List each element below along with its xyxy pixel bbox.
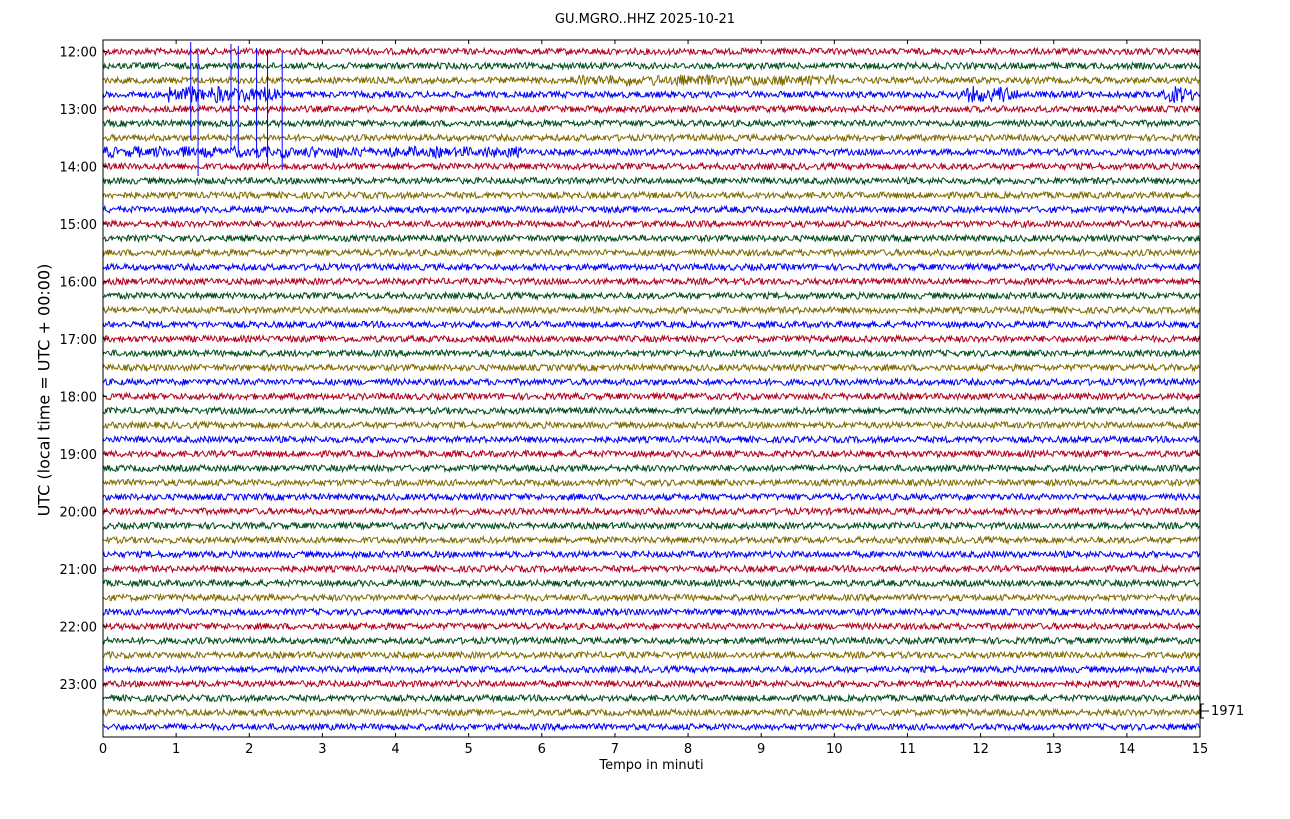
trace-2115 [102, 578, 1201, 589]
y-tick-label: 15:00 [60, 218, 97, 233]
trace-1800 [102, 391, 1201, 402]
trace-1230 [102, 73, 1201, 88]
y-tick-label: 17:00 [60, 333, 97, 348]
trace-1730 [102, 362, 1201, 373]
y-tick-label: 14:00 [60, 160, 97, 175]
x-tick-label: 7 [611, 742, 619, 757]
y-tick-label: 23:00 [60, 678, 97, 693]
trace-2100 [102, 563, 1201, 574]
scale-bar [1200, 703, 1209, 719]
trace-1715 [102, 348, 1201, 359]
y-tick-label: 21:00 [60, 563, 97, 578]
x-tick-label: 15 [1192, 742, 1209, 757]
y-axis-label: UTC (local time = UTC + 00:00) [34, 263, 54, 517]
trace-1545 [102, 261, 1201, 273]
trace-2215 [102, 635, 1201, 646]
y-tick-label: 12:00 [60, 46, 97, 61]
trace-1345 [102, 144, 1201, 160]
trace-1900 [102, 448, 1201, 459]
x-tick-label: 14 [1119, 742, 1136, 757]
trace-1745 [102, 376, 1201, 388]
y-tick-label: 18:00 [60, 390, 97, 405]
trace-2300 [102, 678, 1201, 689]
x-tick-label: 9 [757, 742, 765, 757]
x-axis-label: Tempo in minuti [599, 758, 704, 773]
x-tick-label: 4 [391, 742, 399, 757]
trace-1530 [102, 247, 1201, 258]
trace-1300 [102, 104, 1201, 115]
y-tick-label: 19:00 [60, 448, 97, 463]
chart-title: GU.MGRO..HHZ 2025-10-21 [554, 12, 736, 27]
trace-1500 [102, 219, 1201, 229]
y-tick-label: 16:00 [60, 275, 97, 290]
y-tick-label: 20:00 [60, 505, 97, 520]
trace-2200 [102, 621, 1201, 632]
trace-1930 [102, 477, 1201, 488]
trace-1330 [102, 132, 1201, 143]
x-tick-label: 3 [318, 742, 326, 757]
trace-1215 [102, 60, 1201, 71]
trace-1915 [102, 463, 1201, 474]
x-tick-label: 8 [684, 742, 692, 757]
x-tick-label: 6 [538, 742, 546, 757]
trace-1515 [102, 233, 1201, 244]
trace-1430 [102, 190, 1201, 201]
trace-2145 [102, 606, 1201, 617]
trace-1415 [102, 175, 1201, 186]
trace-1245 [102, 85, 1201, 104]
trace-1200 [102, 46, 1201, 57]
trace-1615 [102, 290, 1201, 301]
trace-1600 [102, 276, 1201, 287]
trace-1315 [102, 118, 1201, 129]
x-tick-label: 2 [245, 742, 253, 757]
x-tick-label: 0 [99, 742, 107, 757]
trace-1645 [102, 319, 1201, 330]
trace-2130 [102, 592, 1201, 603]
y-tick-label: 13:00 [60, 103, 97, 118]
x-tick-label: 11 [899, 742, 916, 757]
trace-1700 [102, 333, 1201, 344]
trace-2345 [102, 722, 1201, 732]
trace-2315 [102, 693, 1201, 704]
trace-1845 [102, 434, 1201, 445]
trace-1630 [102, 305, 1201, 316]
trace-2230 [102, 650, 1201, 661]
x-tick-label: 12 [972, 742, 989, 757]
trace-2030 [102, 535, 1201, 546]
trace-2245 [102, 664, 1201, 675]
trace-1400 [102, 161, 1201, 172]
x-tick-label: 13 [1045, 742, 1062, 757]
trace-1945 [102, 491, 1201, 502]
y-tick-label: 22:00 [60, 620, 97, 635]
trace-1445 [102, 204, 1201, 215]
scale-label: 1971 [1211, 704, 1245, 719]
x-tick-label: 1 [172, 742, 180, 757]
trace-2000 [102, 506, 1201, 517]
trace-2045 [102, 549, 1201, 560]
trace-2330 [102, 707, 1201, 718]
x-tick-label: 10 [826, 742, 843, 757]
x-tick-label: 5 [465, 742, 473, 757]
trace-2015 [102, 520, 1201, 531]
trace-1815 [102, 405, 1201, 416]
trace-1830 [102, 420, 1201, 431]
plot-frame [102, 39, 1201, 738]
